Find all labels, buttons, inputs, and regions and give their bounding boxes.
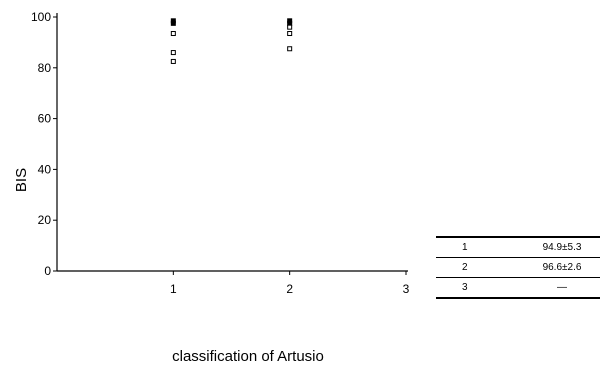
table-cell-value: 96.6±2.6 [524,257,600,278]
y-tick-label: 40 [38,162,52,176]
data-point [287,31,293,37]
data-point [170,31,176,37]
y-tick-label: 60 [38,112,52,126]
y-tick-label: 20 [38,213,52,227]
y-axis-label: BIS [13,168,30,192]
table-cell-group: 3 [436,277,524,299]
data-point [287,46,293,52]
x-tick-label: 2 [286,282,293,296]
table-cell-value: — [524,277,600,299]
y-tick-label: 100 [31,10,51,24]
table-row: 2 96.6±2.6 [436,257,600,278]
x-tick-label: 1 [170,282,177,296]
table-cell-value: 94.9±5.3 [524,236,600,258]
table-row: 3 — [436,277,600,299]
y-tick-label: 80 [38,61,52,75]
x-tick-label: 3 [403,282,410,296]
summary-table: 1 94.9±5.3 2 96.6±2.6 3 — [436,236,600,299]
table-row: 1 94.9±5.3 [436,236,600,258]
data-point [170,20,176,26]
data-point [170,50,176,56]
data-point [170,58,176,64]
data-point [287,24,293,30]
y-tick-label: 0 [44,264,51,278]
table-cell-group: 2 [436,257,524,278]
x-axis-label: classification of Artusio [172,348,324,365]
table-cell-group: 1 [436,236,524,258]
plot-area: 0 20 40 60 80 100 1 2 3 [31,10,410,296]
